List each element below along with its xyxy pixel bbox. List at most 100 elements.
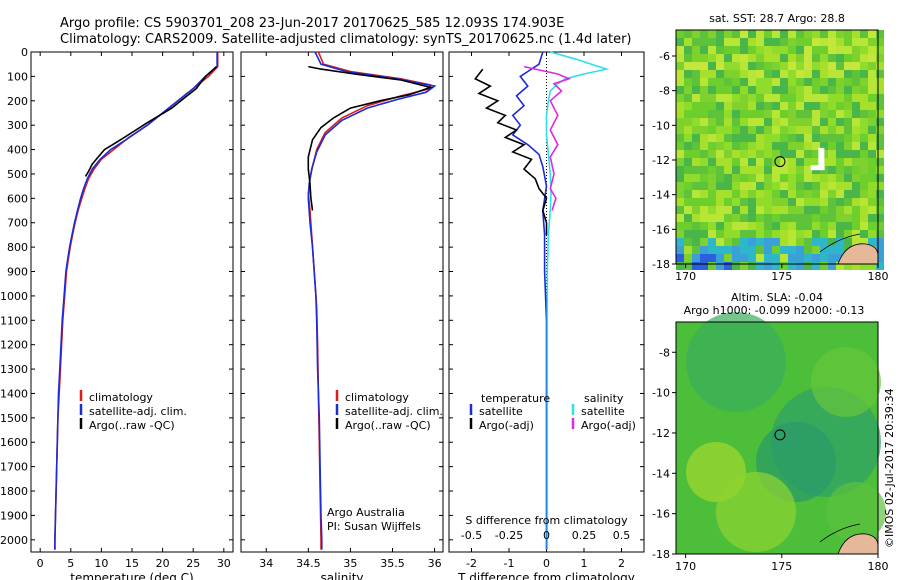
map-cell (868, 134, 876, 142)
map-cell (812, 150, 820, 158)
map-cell (820, 214, 828, 222)
map-cell (820, 198, 828, 206)
map-cell (716, 110, 724, 118)
map-cell (692, 134, 700, 142)
map-cell (724, 198, 732, 206)
map-cell (732, 166, 740, 174)
map-cell (780, 78, 788, 86)
map-cell (676, 62, 684, 70)
map-cell (868, 230, 876, 238)
map-cell (684, 254, 692, 262)
map-cell (788, 206, 796, 214)
map-cell (796, 102, 804, 110)
map-cell (772, 198, 780, 206)
x-tick-label: 175 (771, 560, 792, 573)
map-cell (796, 62, 804, 70)
map-cell (756, 142, 764, 150)
map-panels: 170 175 180 -6 -8 -10 -12 -14 -16 -18 sat. SST: 28… (652, 12, 888, 573)
map-cell (740, 102, 748, 110)
map-cell (812, 110, 820, 118)
map-cell (692, 158, 700, 166)
map-cell (732, 246, 740, 254)
map-cell (828, 38, 836, 46)
map-cell (740, 62, 748, 70)
map-cell (692, 126, 700, 134)
map-cell (852, 86, 860, 94)
map-cell (716, 30, 724, 38)
map-cell (700, 150, 708, 158)
map-cell (772, 222, 780, 230)
map-cell (692, 78, 700, 86)
map-cell (684, 238, 692, 246)
map-cell (716, 94, 724, 102)
y-tick-label: -18 (652, 548, 670, 561)
map-cell (724, 118, 732, 126)
map-cell (868, 62, 876, 70)
map-cell (860, 174, 868, 182)
map-cell (804, 62, 812, 70)
map-cell (828, 134, 836, 142)
map-cell (756, 198, 764, 206)
map-cell (796, 78, 804, 86)
map-cell (756, 86, 764, 94)
map-cell (700, 86, 708, 94)
legend-label: satellite (479, 405, 523, 418)
y-tick-label: 1200 (0, 339, 28, 352)
map-cell (844, 110, 852, 118)
map-cell (732, 70, 740, 78)
map-cell (836, 54, 844, 62)
map-cell (764, 214, 772, 222)
map-cell (828, 174, 836, 182)
map-cell (692, 254, 700, 262)
map-cell (868, 70, 876, 78)
map-cell (684, 230, 692, 238)
map-cell (684, 166, 692, 174)
map-cell (844, 238, 852, 246)
map-cell (708, 70, 716, 78)
map-cell (852, 134, 860, 142)
map-cell (788, 110, 796, 118)
map-cell (868, 150, 876, 158)
map-cell (772, 214, 780, 222)
map-cell (852, 230, 860, 238)
map-cell (836, 110, 844, 118)
y-tick-label: 800 (7, 241, 28, 254)
map-cell (812, 174, 820, 182)
map-cell (804, 126, 812, 134)
map-cell (796, 230, 804, 238)
map-blob (826, 482, 886, 542)
map-cell (756, 206, 764, 214)
map-cell (836, 30, 844, 38)
map-cell (820, 238, 828, 246)
map-cell (812, 214, 820, 222)
map-cell (844, 174, 852, 182)
map-frame (675, 321, 879, 555)
map-cell (780, 262, 788, 270)
top-x-tick-label: -0.5 (461, 529, 482, 542)
map-cell (836, 158, 844, 166)
map-cell (780, 142, 788, 150)
map-cell (828, 110, 836, 118)
map-frame (675, 29, 879, 265)
map-cell (676, 166, 684, 174)
map-cell (852, 206, 860, 214)
map-cell (708, 102, 716, 110)
map-cell (780, 246, 788, 254)
map-cell (828, 262, 836, 270)
map-cell (676, 230, 684, 238)
map-cell (876, 158, 884, 166)
map-cell (836, 150, 844, 158)
map-cell (868, 206, 876, 214)
map-cell (804, 206, 812, 214)
map-cell (780, 174, 788, 182)
map-cell (868, 30, 876, 38)
map-cell (692, 62, 700, 70)
map-cell (676, 102, 684, 110)
map-cell (692, 118, 700, 126)
map-cell (684, 30, 692, 38)
map-cell (788, 126, 796, 134)
map-cell (804, 142, 812, 150)
y-tick-label: 1300 (0, 363, 28, 376)
map-cell (780, 54, 788, 62)
map-cell (756, 62, 764, 70)
